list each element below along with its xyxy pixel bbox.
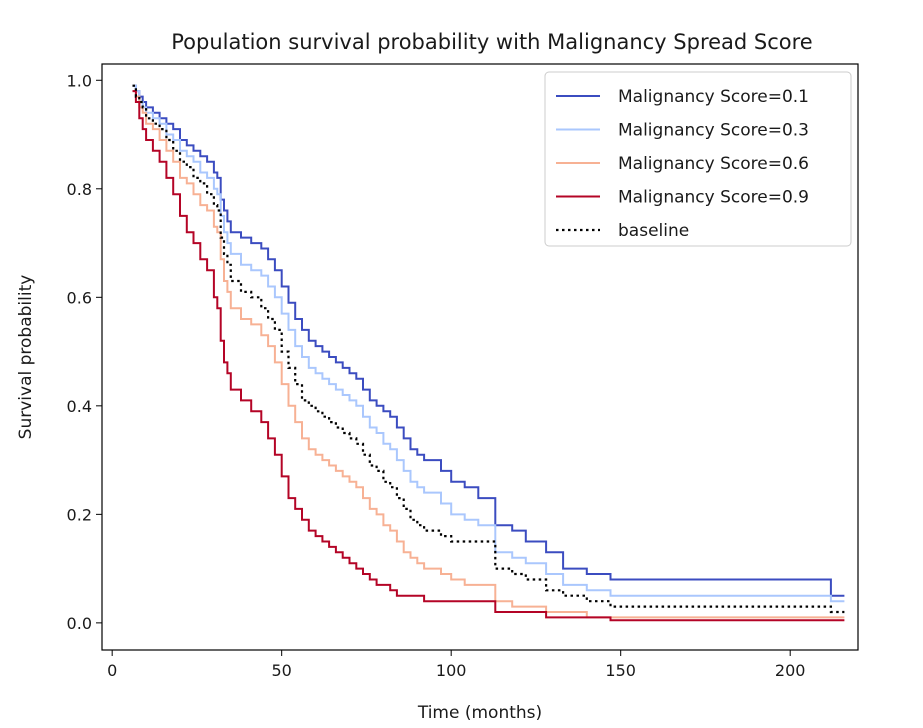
series-line-4 [132,90,845,622]
chart-title: Population survival probability with Mal… [171,30,812,54]
x-tick-label: 0 [107,661,117,680]
series-line-2 [132,84,845,603]
y-tick-label: 0.6 [67,288,92,307]
series-line-3 [132,90,845,619]
x-axis-label: Time (months) [417,703,542,723]
legend-label: Malignancy Score=0.9 [618,188,809,208]
x-tick-label: 50 [271,661,291,680]
legend-label: baseline [618,221,689,241]
legend-label: Malignancy Score=0.1 [618,87,809,107]
legend-label: Malignancy Score=0.6 [618,154,809,174]
legend-frame [544,71,852,247]
y-tick-label: 1.0 [67,71,92,90]
x-tick-label: 200 [775,661,806,680]
legend: Malignancy Score=0.1 Malignancy Score=0.3… [544,71,852,247]
legend-label: Malignancy Score=0.3 [618,121,809,141]
y-axis-ticks: 0.0 0.2 0.4 0.6 0.8 1.0 [67,71,102,633]
x-axis-ticks: 0 50 100 150 200 [107,650,805,680]
series-line-5 [132,84,845,614]
y-tick-label: 0.4 [67,397,92,416]
y-axis-label: Survival probability [16,275,36,440]
y-tick-label: 0.8 [67,180,92,199]
series-layer [132,84,845,622]
plot-frame [101,63,859,651]
x-tick-label: 100 [436,661,467,680]
series-line-1 [132,84,845,597]
y-tick-label: 0.0 [67,614,92,633]
legend-entries: Malignancy Score=0.1 Malignancy Score=0.3… [556,87,809,241]
x-tick-label: 150 [605,661,636,680]
y-tick-label: 0.2 [67,505,92,524]
